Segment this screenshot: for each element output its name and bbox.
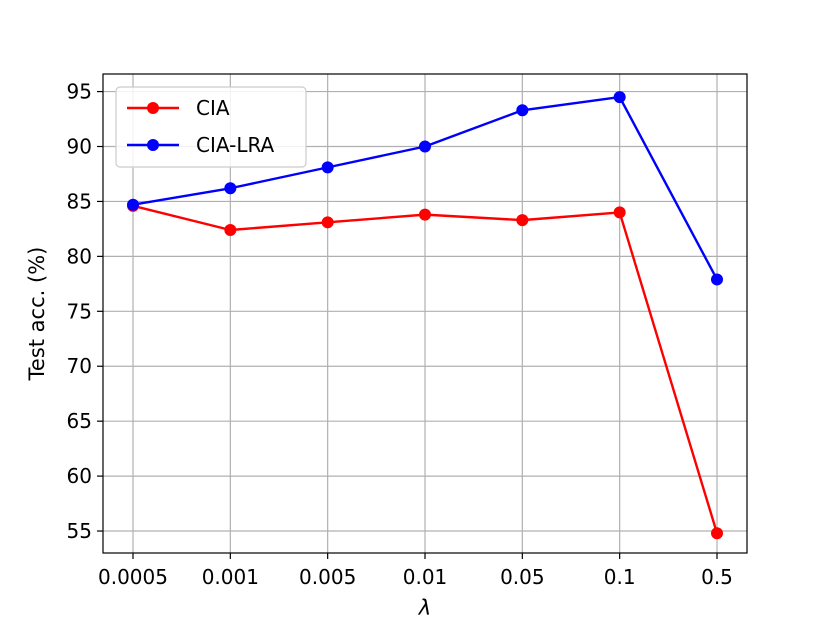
y-tick-label: 90 (67, 135, 92, 159)
legend-marker (147, 102, 159, 114)
data-point (127, 198, 139, 211)
legend: CIA CIA-LRA (115, 86, 307, 168)
y-axis-label: Test acc. (%) (25, 247, 49, 382)
y-tick-label: 65 (67, 409, 92, 433)
data-point (224, 182, 237, 195)
y-tick-label: 85 (67, 189, 92, 213)
data-point (711, 527, 723, 540)
y-tick-label: 55 (67, 519, 92, 543)
series-layer (127, 91, 723, 540)
data-point (419, 140, 431, 153)
x-tick-label: 0.001 (202, 565, 259, 589)
x-axis-label: λ (418, 596, 431, 620)
y-tick-label: 95 (67, 80, 92, 104)
x-tick-label: 0.05 (500, 565, 545, 589)
y-tick-label: 60 (67, 464, 92, 488)
y-tick-label: 80 (67, 244, 92, 268)
data-point (321, 161, 334, 174)
x-tick-label: 0.5 (701, 565, 733, 589)
x-tick-label: 0.005 (299, 565, 356, 589)
data-point (321, 216, 334, 229)
legend-label: CIA-LRA (196, 133, 275, 157)
data-point (419, 208, 431, 221)
y-tick-label: 70 (67, 354, 92, 378)
x-axis-ticks: 0.0005 0.001 0.005 0.01 0.05 0.1 0.5 (98, 553, 733, 589)
x-tick-label: 0.01 (403, 565, 448, 589)
data-point (711, 273, 723, 286)
legend-entry: CIA (127, 96, 230, 120)
data-point (516, 214, 529, 227)
data-point (516, 104, 529, 117)
grid (103, 74, 747, 553)
series-cia-lra (127, 91, 723, 286)
y-axis-ticks: 55 60 65 70 75 80 85 90 95 (67, 80, 103, 543)
legend-marker (147, 139, 159, 151)
data-point (613, 206, 626, 219)
legend-label: CIA (196, 96, 230, 120)
data-point (613, 91, 626, 104)
legend-entry: CIA-LRA (127, 133, 275, 157)
y-tick-label: 75 (67, 299, 92, 323)
x-tick-label: 0.1 (604, 565, 636, 589)
data-point (224, 224, 237, 237)
x-tick-label: 0.0005 (98, 565, 168, 589)
